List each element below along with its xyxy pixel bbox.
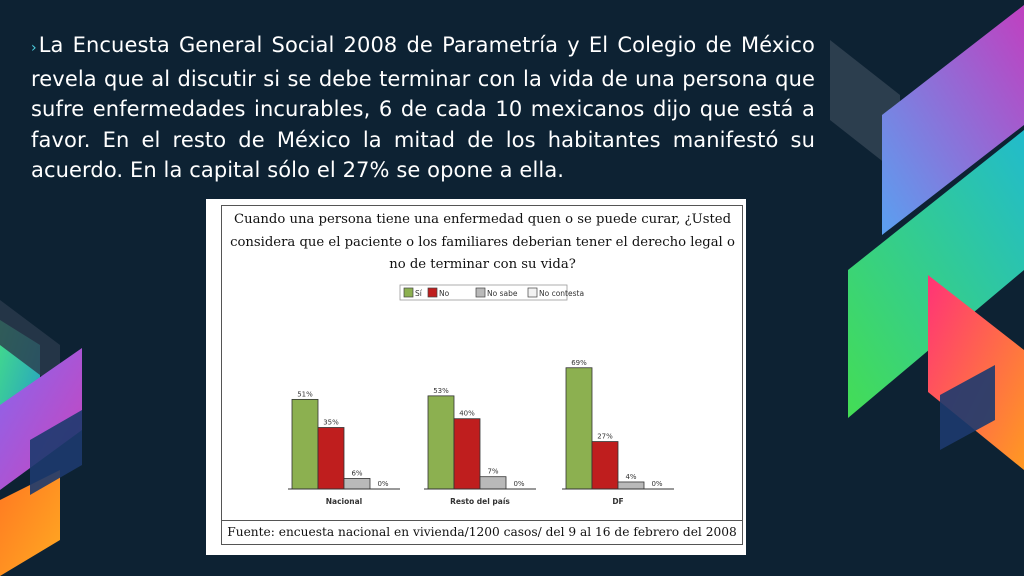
- bar-value-label-1-3: 0%: [513, 480, 524, 488]
- deco-shape: [0, 348, 82, 490]
- chart-source: Fuente: encuesta nacional en vivienda/12…: [227, 525, 737, 539]
- bar-value-label-2-3: 0%: [651, 480, 662, 488]
- bar-2-0: [565, 367, 593, 490]
- bar-0-0: [291, 398, 319, 490]
- legend-label-1: No: [439, 289, 450, 298]
- legend-swatch-2: [475, 287, 486, 298]
- legend-swatch-1: [427, 287, 438, 298]
- bar-value-label-2-1: 27%: [597, 433, 613, 441]
- deco-shape: [0, 470, 60, 576]
- legend-swatch-0: [403, 287, 414, 298]
- bar-1-1: [453, 418, 481, 490]
- category-label-2: DF: [612, 497, 623, 506]
- bar-value-label-2-0: 69%: [571, 359, 587, 367]
- slide-paragraph: ›La Encuesta General Social 2008 de Para…: [31, 30, 815, 186]
- deco-shape: [848, 130, 1024, 418]
- bar-value-label-1-0: 53%: [433, 387, 449, 395]
- bar-2-2: [617, 481, 645, 490]
- chart-title: Cuando una persona tiene una enfermedad …: [230, 212, 735, 272]
- bar-0-1: [317, 427, 345, 490]
- deco-shape: [882, 5, 1024, 235]
- bar-1-0: [427, 395, 455, 490]
- deco-shape: [928, 275, 1024, 470]
- bar-value-label-1-1: 40%: [459, 410, 475, 418]
- deco-shape: [30, 410, 82, 495]
- deco-shape: [0, 300, 60, 390]
- bar-value-label-2-2: 4%: [625, 473, 636, 481]
- legend-label-0: Sí: [415, 289, 423, 298]
- legend-label-2: No sabe: [487, 289, 518, 298]
- legend-swatch-3: [527, 287, 538, 298]
- bar-0-2: [343, 478, 371, 490]
- category-label-0: Nacional: [326, 497, 362, 506]
- bar-value-label-0-2: 6%: [351, 469, 362, 477]
- bar-value-label-0-0: 51%: [297, 390, 313, 398]
- bar-1-2: [479, 476, 507, 490]
- category-label-1: Resto del país: [450, 497, 510, 506]
- legend-label-3: No contesta: [539, 289, 584, 298]
- bar-2-1: [591, 441, 619, 490]
- bar-value-label-0-3: 0%: [377, 480, 388, 488]
- source-divider: [221, 520, 743, 521]
- bullet-arrow-icon: ›: [31, 40, 37, 56]
- bar-chart: Sí No No sabe No contesta 51% 35% 6% 0% Nacional…: [288, 284, 674, 506]
- bar-value-label-0-1: 35%: [323, 419, 339, 427]
- deco-shape: [940, 365, 995, 450]
- bar-value-label-1-2: 7%: [487, 468, 498, 476]
- paragraph-text: La Encuesta General Social 2008 de Param…: [31, 33, 815, 183]
